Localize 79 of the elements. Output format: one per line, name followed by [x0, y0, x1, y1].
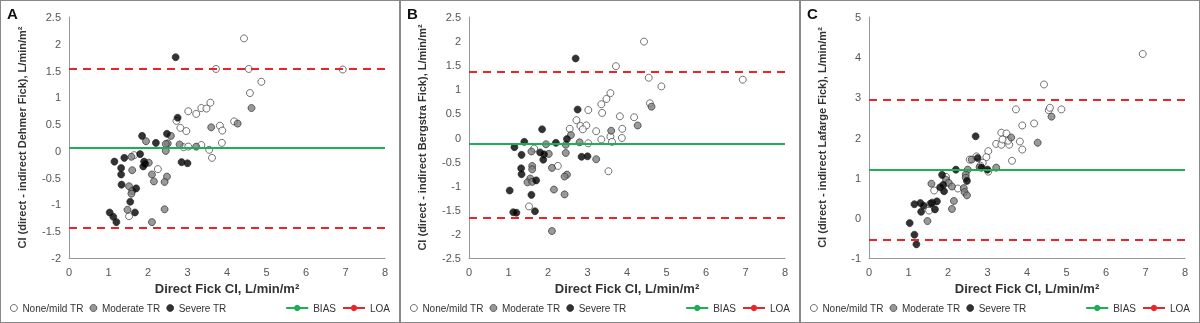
x-tick-label: 0 [465, 265, 473, 278]
legend-label: BIAS [713, 302, 737, 314]
y-tick-label: -0.5 [442, 155, 461, 168]
y-tick-label: -1 [51, 198, 61, 211]
y-tick-label: 0.5 [45, 118, 61, 131]
legend-label: LOA [1169, 302, 1191, 314]
x-tick-label: 0 [65, 265, 73, 278]
legend-label: None/mild TR [22, 302, 84, 314]
x-tick-label: 7 [742, 265, 749, 278]
chart-title: A [7, 5, 18, 22]
legend-label: Severe TR [978, 302, 1027, 314]
legend-label: Moderate TR [901, 302, 961, 314]
y-tick-label: 0 [454, 131, 461, 144]
y-tick-label: -2.5 [442, 252, 461, 264]
chart-title: C [807, 5, 818, 22]
y-tick-label: 0 [854, 211, 861, 224]
y-tick-label: -1.5 [42, 225, 61, 238]
y-tick-label: 1 [854, 171, 861, 184]
x-tick-label: 3 [184, 265, 191, 278]
y-tick-label: -0.5 [42, 171, 61, 184]
legend-label: LOA [369, 302, 391, 314]
x-tick-label: 3 [984, 265, 991, 278]
y-tick-label: 4 [854, 51, 861, 64]
x-tick-label: 8 [1181, 265, 1189, 278]
y-tick-label: 2 [54, 37, 61, 50]
x-tick-label: 6 [302, 265, 310, 278]
x-tick-label: 3 [584, 265, 591, 278]
y-tick-label: -1 [451, 179, 461, 192]
legend-label: Severe TR [178, 302, 227, 314]
x-tick-label: 6 [1102, 265, 1110, 278]
y-tick-label: 2.5 [445, 11, 461, 23]
y-axis-title: CI (direct - indirect Lafarge Fick), L/min/m² [815, 26, 828, 248]
x-tick-label: 5 [1063, 265, 1070, 278]
x-tick-label: 8 [781, 265, 789, 278]
x-tick-label: 2 [144, 265, 152, 278]
x-tick-label: 5 [663, 265, 670, 278]
legend-label: BIAS [1113, 302, 1137, 314]
y-tick-label: 3 [854, 91, 861, 104]
x-tick-label: 7 [342, 265, 349, 278]
y-tick-label: 1 [54, 91, 61, 104]
y-tick-label: -2 [51, 252, 61, 264]
x-axis-title: Direct Fick CI, L/min/m² [154, 280, 300, 296]
y-tick-label: 1.5 [45, 64, 61, 77]
x-tick-label: 4 [623, 265, 631, 278]
x-axis-title: Direct Fick CI, L/min/m² [554, 280, 700, 296]
y-tick-label: -2 [451, 227, 461, 240]
x-tick-label: 2 [544, 265, 552, 278]
y-tick-label: -1.5 [442, 203, 461, 216]
y-tick-label: 2 [854, 131, 861, 144]
legend-label: Moderate TR [501, 302, 561, 314]
x-axis-title: Direct Fick CI, L/min/m² [954, 280, 1100, 296]
legend-label: LOA [769, 302, 791, 314]
y-tick-label: 0 [54, 144, 61, 157]
y-tick-label: 5 [854, 11, 861, 23]
y-tick-label: -1 [851, 252, 861, 264]
x-tick-label: 0 [865, 265, 873, 278]
x-tick-label: 1 [105, 265, 112, 278]
y-tick-label: 2 [454, 35, 461, 48]
x-tick-label: 1 [905, 265, 912, 278]
x-tick-label: 5 [263, 265, 270, 278]
x-tick-label: 4 [1023, 265, 1031, 278]
y-tick-label: 0.5 [445, 107, 461, 120]
y-tick-label: 1.5 [445, 59, 461, 72]
x-tick-label: 2 [944, 265, 952, 278]
x-tick-label: 6 [702, 265, 710, 278]
y-tick-label: 1 [454, 83, 461, 96]
x-tick-label: 7 [1142, 265, 1149, 278]
legend-label: None/mild TR [822, 302, 884, 314]
legend-label: Severe TR [578, 302, 627, 314]
y-axis-title: CI (direct - indirect Bergstra Fick), L/min/m² [415, 24, 428, 251]
x-tick-label: 4 [223, 265, 231, 278]
y-tick-label: 2.5 [45, 11, 61, 23]
legend-label: Moderate TR [101, 302, 161, 314]
legend-label: BIAS [313, 302, 337, 314]
y-axis-title: CI (direct - indirect Dehmer Fick), L/min/m² [15, 26, 28, 249]
x-tick-label: 8 [381, 265, 389, 278]
legend-label: None/mild TR [422, 302, 484, 314]
x-tick-label: 1 [505, 265, 512, 278]
chart-title: B [407, 5, 418, 22]
